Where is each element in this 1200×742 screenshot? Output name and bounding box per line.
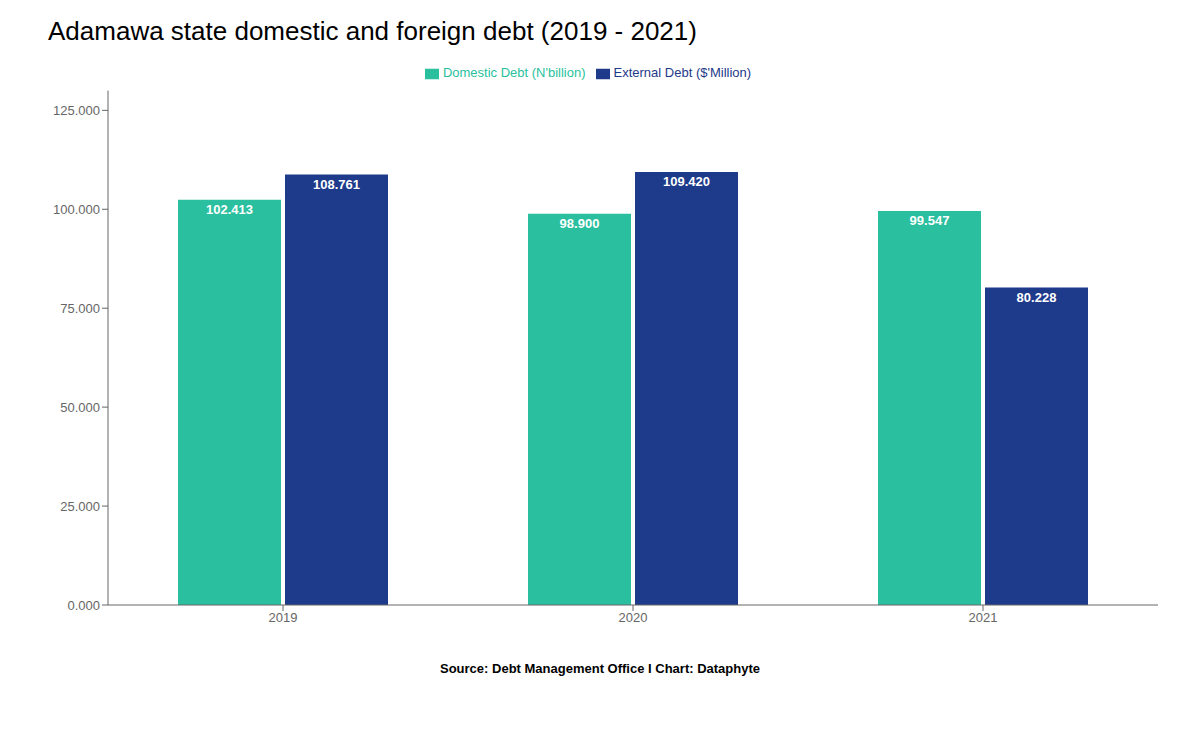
html-text:Domestic Debt (N'billion): Domestic Debt (N'billion) [442,65,586,80]
svg-text:80.228: 80.228 [1017,290,1057,305]
svg-text:50.000: 50.000 [60,400,100,415]
svg-text:0.000: 0.000 [67,598,100,613]
svg-text:2021: 2021 [969,610,998,625]
svg-text:102.413: 102.413 [206,202,253,217]
html-text:Adamawa state domestic and for: Adamawa state domestic and foreign debt … [48,16,697,46]
svg-text:2020: 2020 [619,610,648,625]
html-text:External Debt ($'Million): External Debt ($'Million) [613,65,752,80]
svg-text:98.900: 98.900 [560,216,600,231]
svg-text:109.420: 109.420 [663,174,710,189]
svg-text:99.547: 99.547 [910,213,950,228]
svg-text:125.000: 125.000 [53,103,100,118]
svg-text:75.000: 75.000 [60,301,100,316]
svg-text:2019: 2019 [269,610,298,625]
svg-text:25.000: 25.000 [60,499,100,514]
svg-text:108.761: 108.761 [313,177,360,192]
html-text:Source: Debt Management Office: Source: Debt Management Office I Chart: … [440,661,760,676]
svg-text:100.000: 100.000 [53,202,100,217]
